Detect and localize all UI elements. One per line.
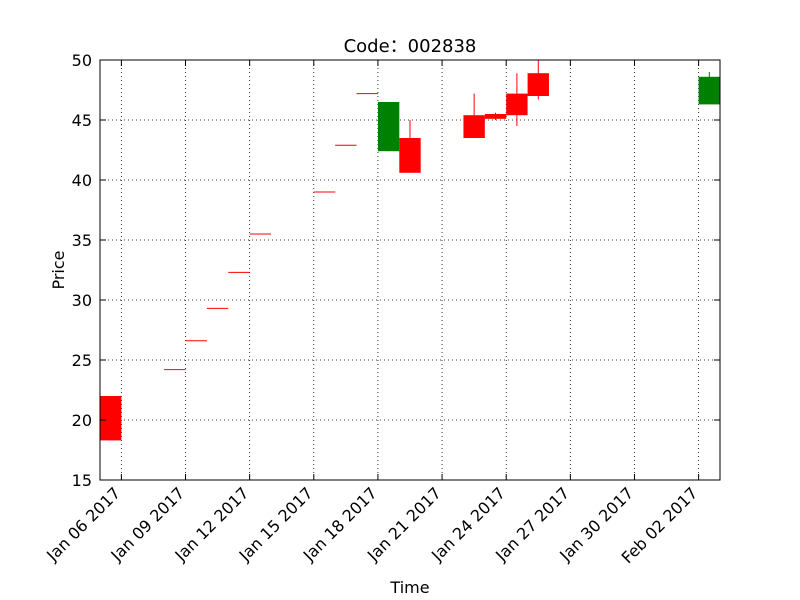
chart-title: Code：002838 <box>344 36 477 57</box>
y-tick-label: 25 <box>72 351 92 370</box>
candle <box>399 120 421 173</box>
candle-body <box>698 76 720 105</box>
y-tick-label: 45 <box>72 111 92 130</box>
candle <box>527 60 549 100</box>
candle <box>698 72 720 105</box>
candle-body <box>506 93 528 116</box>
candle-body <box>484 114 507 119</box>
candle-body <box>527 73 549 96</box>
y-tick-label: 30 <box>72 291 92 310</box>
candle-layer <box>100 60 720 441</box>
candle <box>377 102 400 152</box>
x-axis-label: Time <box>389 578 429 597</box>
candle-body <box>463 115 485 138</box>
y-tick-label: 40 <box>72 171 92 190</box>
candle-body <box>399 138 421 173</box>
candle <box>484 112 507 120</box>
y-axis-label: Price <box>49 250 68 289</box>
candle <box>506 73 528 126</box>
candle-body <box>377 102 400 152</box>
y-tick-label: 35 <box>72 231 92 250</box>
candle-body <box>100 396 122 441</box>
candle <box>100 396 122 441</box>
y-tick-label: 20 <box>72 411 92 430</box>
y-tick-label: 50 <box>72 51 92 70</box>
candle <box>463 93 485 138</box>
plot-frame <box>99 59 721 481</box>
y-tick-label: 15 <box>72 471 92 490</box>
